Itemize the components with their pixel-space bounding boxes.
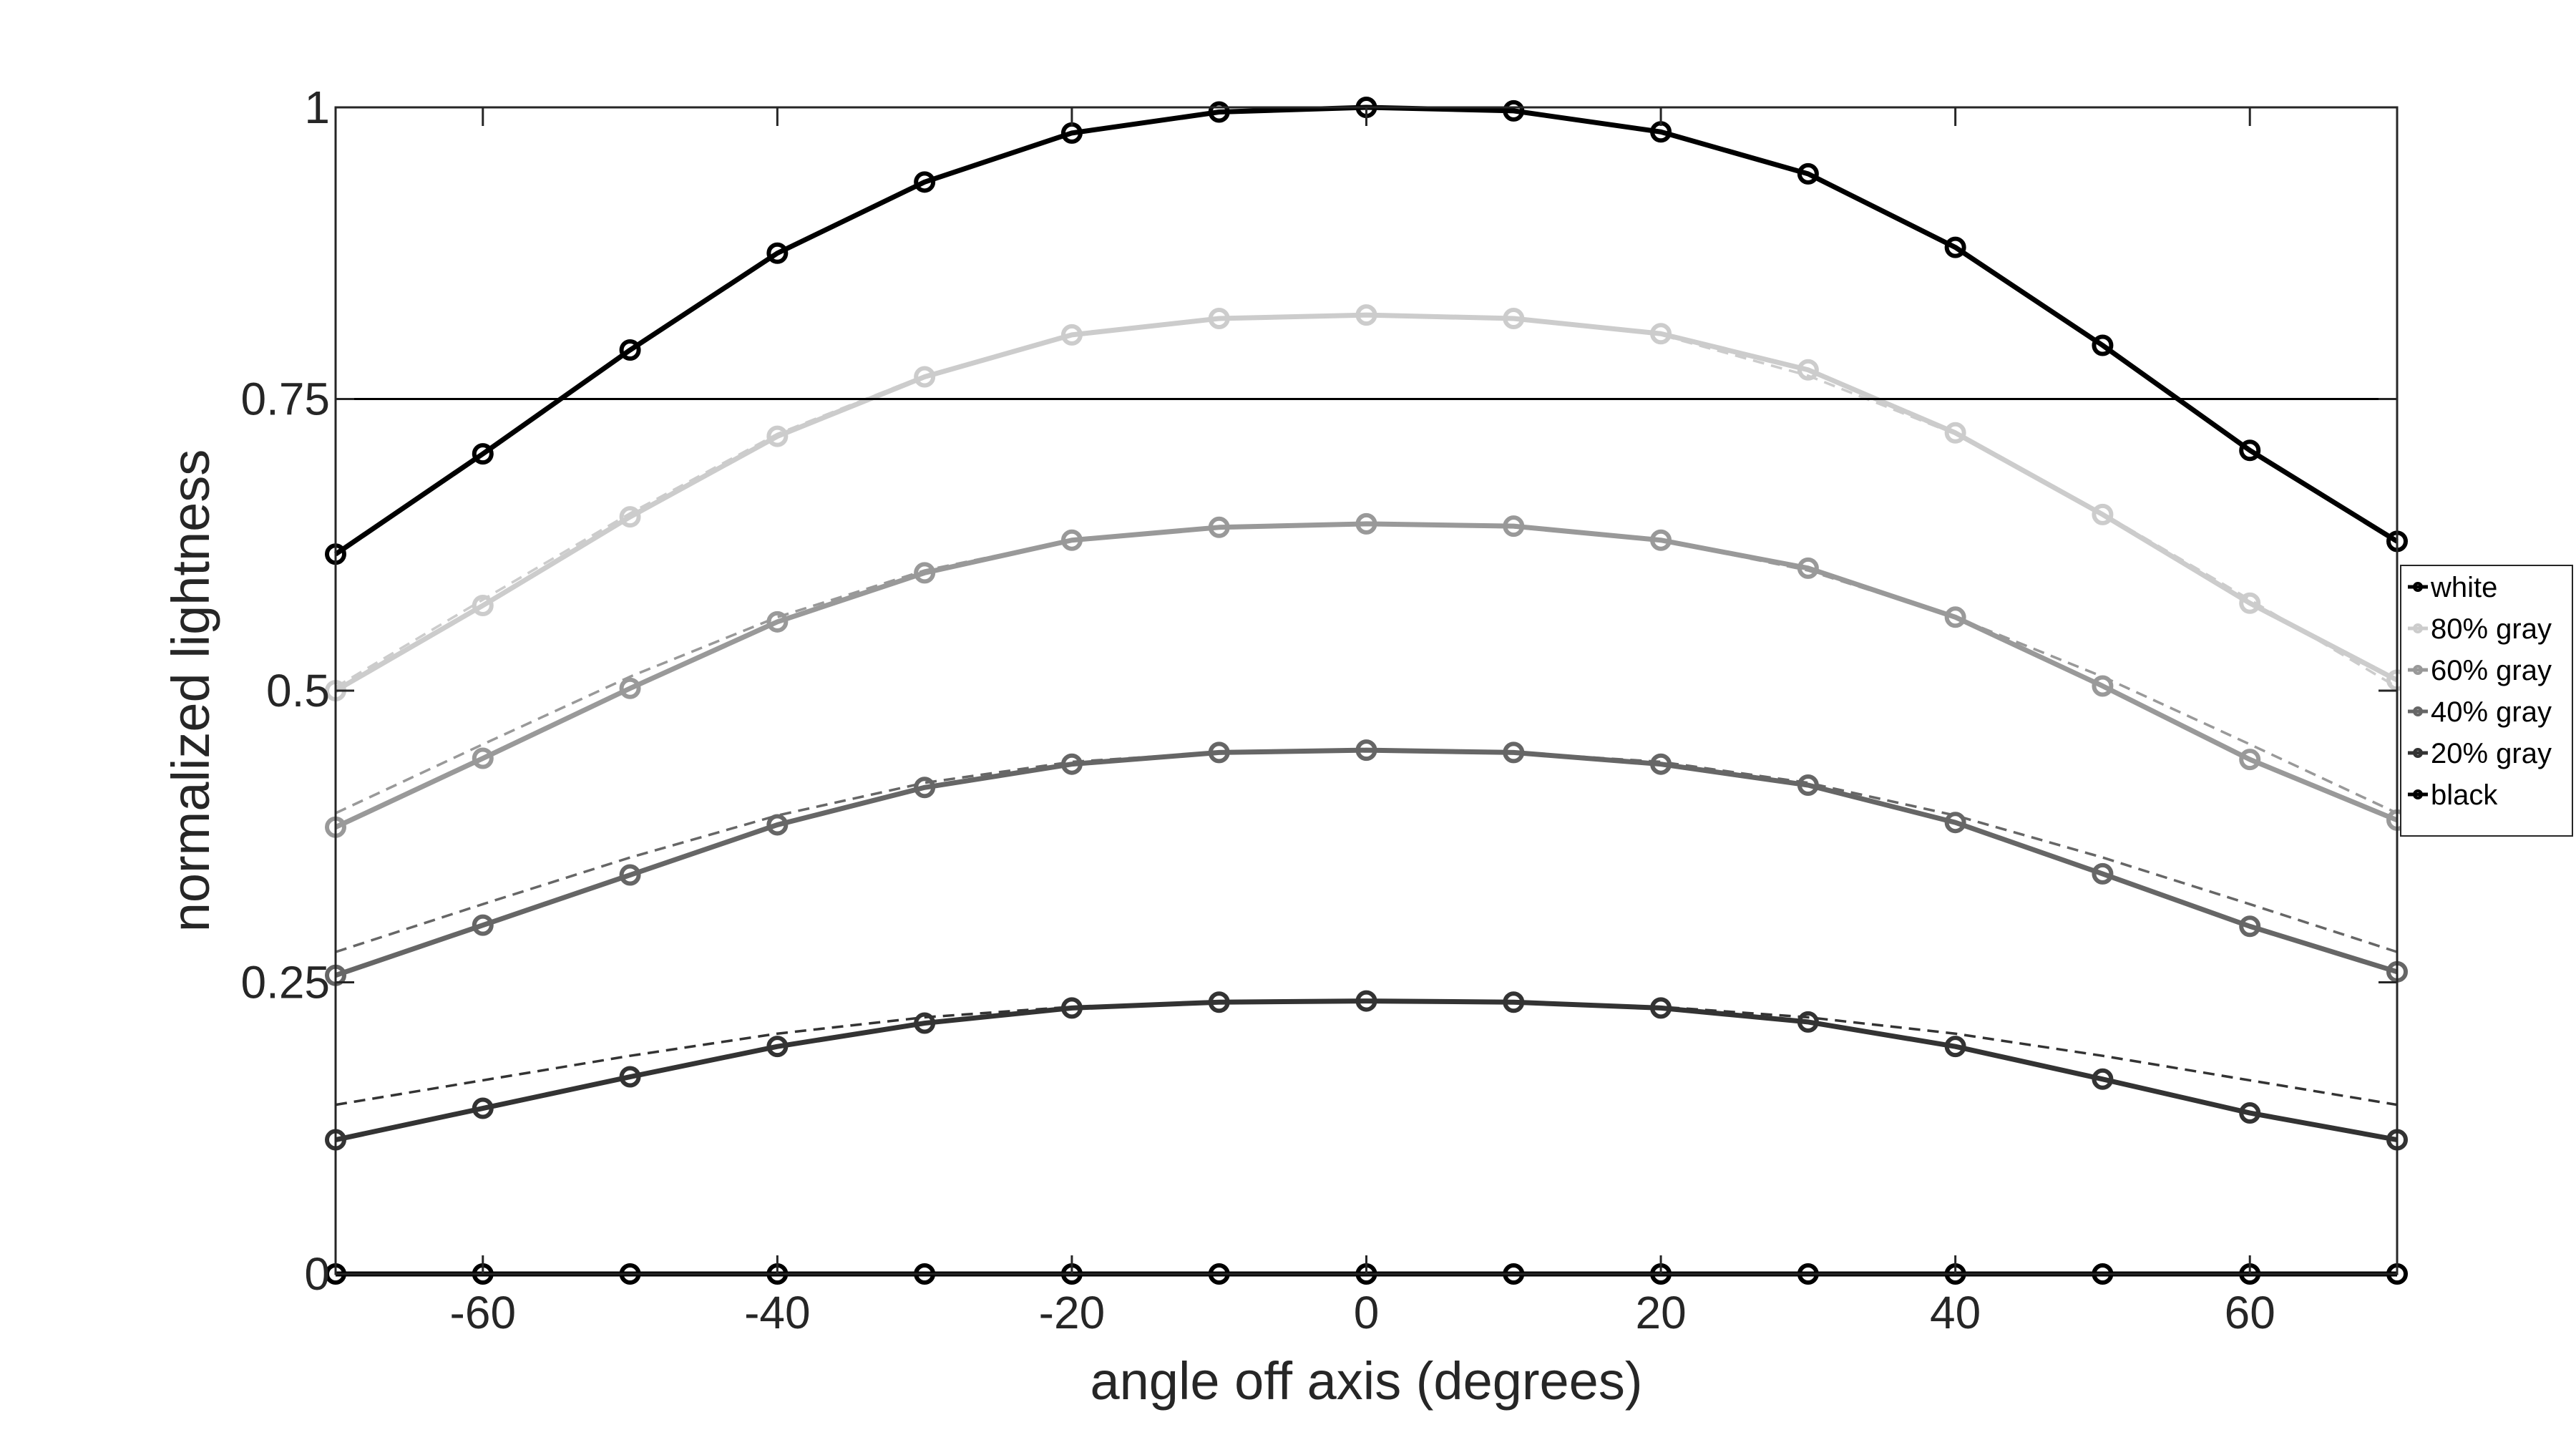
fit-curve-2 (335, 749, 2398, 953)
data-point-3-2 (619, 864, 641, 886)
x-tick-label: 40 (1930, 1287, 1981, 1338)
x-tick-label: -20 (1039, 1287, 1106, 1338)
data-point-0-8 (1503, 99, 1525, 122)
data-point-0-11 (1944, 236, 1966, 258)
data-point-3-10 (1797, 774, 1819, 797)
legend-label: 40% gray (2431, 696, 2552, 728)
data-point-0-12 (2092, 334, 2114, 356)
plot-area (336, 107, 2397, 1274)
data-point-2-6 (1208, 516, 1230, 538)
data-point-1-12 (2092, 503, 2114, 525)
legend-label: 20% gray (2431, 738, 2552, 769)
y-tick-label: 0.75 (240, 374, 330, 425)
series-line-3 (334, 747, 2399, 978)
data-point-2-7 (1355, 512, 1377, 535)
data-point-0-3 (766, 242, 789, 264)
data-point-4-11 (1944, 1036, 1966, 1058)
data-point-4-9 (1650, 997, 1672, 1019)
data-point-3-11 (1944, 812, 1966, 834)
data-point-1-9 (1650, 323, 1672, 345)
data-point-1-2 (619, 506, 641, 528)
data-point-4-7 (1355, 990, 1377, 1012)
x-tick-label: -60 (450, 1287, 517, 1338)
x-tick-label: -40 (744, 1287, 811, 1338)
data-point-3-4 (914, 777, 936, 799)
data-point-0-6 (1208, 101, 1230, 123)
data-point-4-3 (766, 1036, 789, 1058)
data-point-1-11 (1944, 422, 1966, 444)
data-point-2-1 (472, 747, 494, 769)
data-point-1-10 (1797, 359, 1819, 381)
data-point-4-5 (1060, 997, 1083, 1019)
legend-label: 60% gray (2431, 655, 2552, 686)
data-point-1-7 (1355, 304, 1377, 326)
x-tick-label: 60 (2225, 1287, 2275, 1338)
data-point-1-6 (1208, 308, 1230, 330)
data-point-4-13 (2239, 1102, 2261, 1124)
legend-label: white (2430, 572, 2497, 603)
y-tick-label: 0.25 (240, 957, 330, 1008)
data-point-1-3 (766, 425, 789, 447)
data-point-3-1 (472, 914, 494, 936)
data-point-3-12 (2092, 862, 2114, 885)
data-point-4-12 (2092, 1068, 2114, 1090)
x-tick-label: 0 (1354, 1287, 1380, 1338)
data-point-2-4 (914, 562, 936, 584)
data-point-0-1 (472, 443, 494, 465)
data-point-4-10 (1797, 1011, 1819, 1033)
data-point-1-5 (1060, 324, 1083, 346)
data-point-1-1 (472, 595, 494, 617)
data-point-2-5 (1060, 529, 1083, 551)
legend-swatch-marker-0 (2413, 582, 2423, 592)
data-point-4-2 (619, 1066, 641, 1088)
data-point-1-13 (2239, 592, 2261, 614)
data-point-3-6 (1208, 741, 1230, 764)
data-point-2-10 (1797, 557, 1819, 579)
data-point-4-4 (914, 1012, 936, 1034)
data-point-2-12 (2092, 675, 2114, 697)
data-point-2-13 (2239, 749, 2261, 771)
legend-label: black (2431, 779, 2498, 811)
data-point-3-8 (1503, 741, 1525, 764)
legend-label: 80% gray (2431, 613, 2552, 645)
data-point-3-7 (1355, 739, 1377, 762)
x-axis-title: angle off axis (degrees) (1091, 1351, 1643, 1411)
data-point-4-6 (1208, 991, 1230, 1013)
data-point-4-8 (1503, 991, 1525, 1013)
data-point-0-4 (914, 171, 936, 193)
y-tick-label: 1 (304, 82, 330, 133)
data-point-2-3 (766, 611, 789, 633)
data-point-4-1 (472, 1097, 494, 1119)
data-point-2-9 (1650, 529, 1672, 551)
data-point-3-3 (766, 814, 789, 836)
series-line-2 (334, 521, 2399, 830)
legend-swatch-marker-2 (2413, 665, 2423, 675)
series-line-4 (335, 998, 2398, 1142)
series-line-1 (334, 312, 2399, 694)
data-point-1-8 (1503, 308, 1525, 330)
y-axis-title: normalized lightness (161, 449, 220, 933)
legend-swatch-marker-3 (2413, 706, 2423, 716)
legend-swatch-marker-5 (2413, 789, 2423, 799)
x-tick-label: 20 (1635, 1287, 1686, 1338)
data-point-1-4 (914, 366, 936, 388)
data-point-0-10 (1797, 162, 1819, 185)
legend-box (2400, 565, 2573, 837)
data-point-0-13 (2239, 439, 2261, 462)
data-point-3-9 (1650, 753, 1672, 775)
data-point-3-13 (2239, 915, 2261, 938)
data-point-2-8 (1503, 515, 1525, 537)
legend-swatch-marker-1 (2413, 623, 2423, 633)
data-point-0-2 (619, 339, 641, 361)
data-point-2-2 (619, 677, 641, 699)
y-tick-label: 0.5 (266, 665, 330, 716)
legend-swatch-marker-4 (2413, 748, 2423, 758)
data-point-3-5 (1060, 753, 1083, 775)
data-point-2-11 (1944, 606, 1966, 628)
y-tick-label: 0 (304, 1248, 330, 1300)
